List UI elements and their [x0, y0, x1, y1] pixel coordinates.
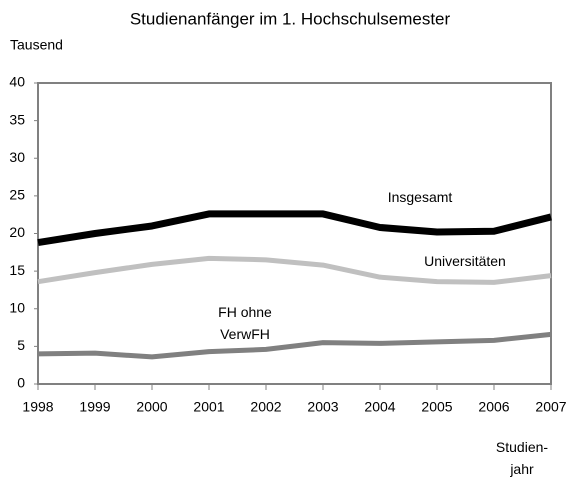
y-tick-label: 20 [9, 224, 25, 240]
chart-title: Studienanfänger im 1. Hochschulsemester [130, 9, 451, 28]
x-tick-label: 2001 [193, 399, 224, 415]
x-tick-label: 1999 [79, 399, 110, 415]
x-tick-label: 2002 [250, 399, 281, 415]
y-tick-label: 25 [9, 187, 25, 203]
y-tick-label: 40 [9, 74, 25, 90]
x-tick-label: 2007 [535, 399, 566, 415]
x-tick-label: 2003 [307, 399, 338, 415]
x-tick-label: 1998 [22, 399, 53, 415]
y-axis-label: Tausend [10, 37, 63, 53]
series-line [37, 331, 552, 360]
y-tick-label: 5 [17, 337, 25, 353]
x-tick-label: 2004 [364, 399, 395, 415]
y-tick-label: 15 [9, 262, 25, 278]
x-tick-label: 2005 [421, 399, 452, 415]
series-line [37, 210, 552, 246]
y-tick-label: 10 [9, 299, 25, 315]
y-tick-label: 30 [9, 149, 25, 165]
series-line [37, 255, 552, 285]
x-tick-label: 2000 [136, 399, 167, 415]
x-tick-label: 2006 [478, 399, 509, 415]
series-label: FH ohne VerwFH [218, 304, 272, 342]
x-axis-label: Studien- jahr [495, 439, 549, 477]
series-label: Universitäten [424, 253, 506, 269]
y-tick-label: 0 [17, 375, 25, 391]
y-tick-label: 35 [9, 111, 25, 127]
series-label: Insgesamt [387, 189, 453, 205]
